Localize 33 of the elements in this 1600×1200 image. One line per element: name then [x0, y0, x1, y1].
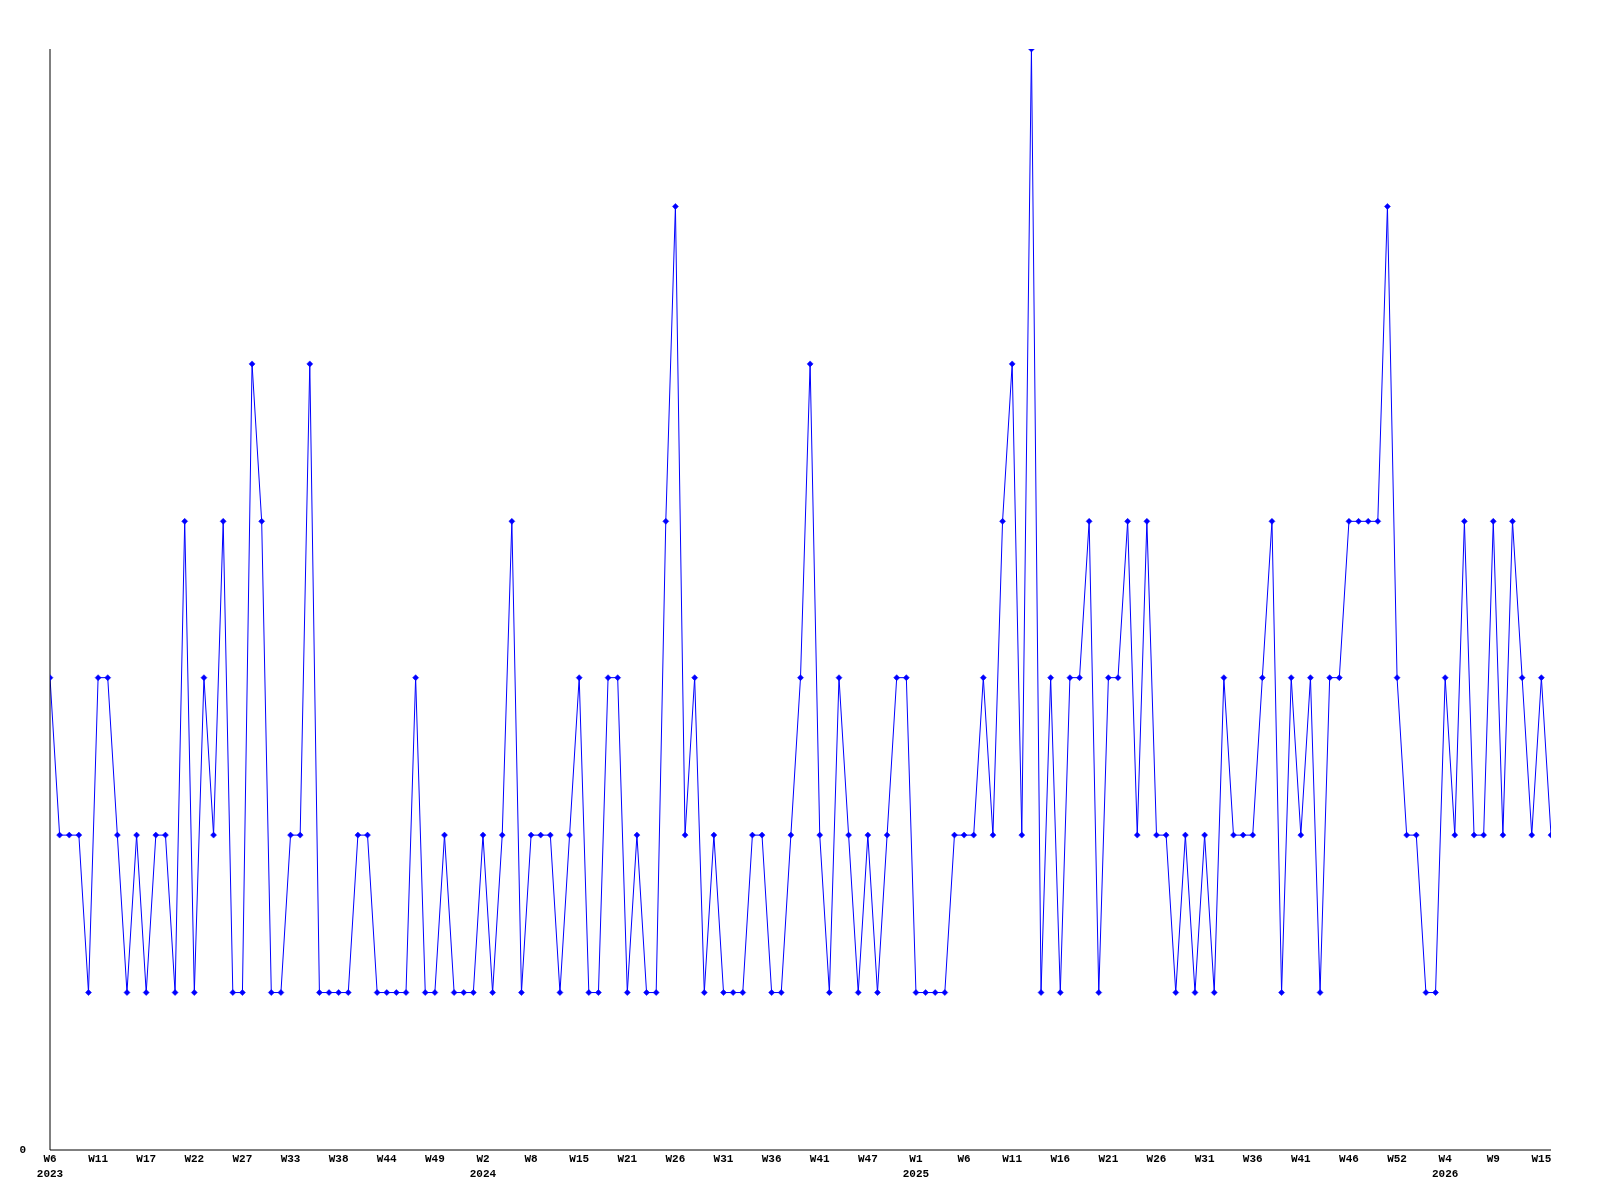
x-tick-label: W27: [232, 1152, 253, 1165]
x-tick-label: W36: [1242, 1152, 1263, 1165]
x-tick-label: W1 2025: [902, 1152, 930, 1180]
x-tick-label: W16: [1050, 1152, 1071, 1165]
x-tick-label: W15: [1531, 1152, 1552, 1165]
x-tick-label: W22: [184, 1152, 205, 1165]
x-tick-label: W21: [1098, 1152, 1119, 1165]
x-tick-label: W11: [1002, 1152, 1023, 1165]
x-tick-label: W44: [376, 1152, 398, 1165]
x-tick-label: W31: [713, 1152, 734, 1165]
x-tick-label: W15: [569, 1152, 590, 1165]
x-tick-label: W4 2026: [1431, 1152, 1459, 1180]
x-tick-label: W41: [1290, 1152, 1312, 1165]
x-tick-label: W52: [1387, 1152, 1407, 1165]
text: 0: [19, 1144, 26, 1156]
x-tick-label: W6 2023: [36, 1152, 64, 1180]
x-tick-label: W46: [1339, 1152, 1359, 1165]
x-tick-label: W8: [524, 1152, 539, 1165]
x-tick-label: W6: [957, 1152, 971, 1165]
x-tick-label: W47: [857, 1152, 878, 1165]
x-tick-label: W11: [88, 1152, 109, 1165]
x-tick-label: W33: [280, 1152, 301, 1165]
x-tick-label: W26: [1146, 1152, 1167, 1165]
x-tick-label: W41: [809, 1152, 831, 1165]
x-tick-label: W17: [136, 1152, 157, 1165]
x-tick-label: W49: [424, 1152, 445, 1165]
x-tick-label: W9: [1486, 1152, 1500, 1165]
x-tick-label: W31: [1194, 1152, 1215, 1165]
x-tick-label: W2 2024: [469, 1152, 497, 1180]
x-tick-label: W21: [617, 1152, 638, 1165]
x-tick-label: W38: [328, 1152, 349, 1165]
x-tick-label: W36: [761, 1152, 782, 1165]
x-tick-label: W26: [665, 1152, 686, 1165]
